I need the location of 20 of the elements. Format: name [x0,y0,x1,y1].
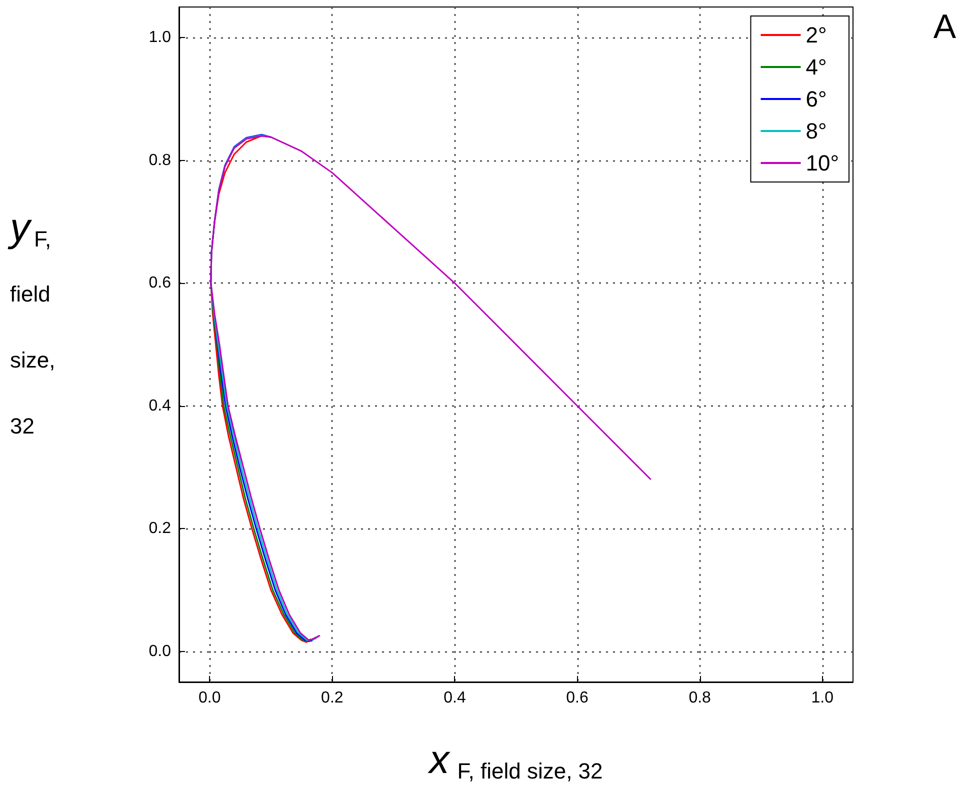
legend-label: 10° [806,150,840,176]
x-tick-label: 0.8 [688,690,712,706]
legend-label: 6° [806,86,827,112]
y-tick-label: 0.8 [148,152,172,169]
y-tick-label: 0.6 [148,274,172,292]
x-tick-label: 0.0 [198,690,221,706]
x-tick-label: 0.2 [321,690,344,706]
x-tick-label: 1.0 [811,690,834,706]
legend-label: 4° [806,54,827,80]
text: A [933,8,956,46]
line-series [210,135,652,642]
x-tick-label: 0.6 [566,690,588,706]
y-tick-label: 1.0 [148,29,172,46]
y-tick-label: 0.4 [148,397,172,414]
y-tick-label: 0.0 [148,642,172,660]
x-tick-label: 0.4 [444,690,466,706]
legend-label: 2° [806,22,827,48]
line-series [210,282,314,642]
legend-label: 8° [806,118,827,144]
y-tick-label: 0.2 [148,520,172,538]
